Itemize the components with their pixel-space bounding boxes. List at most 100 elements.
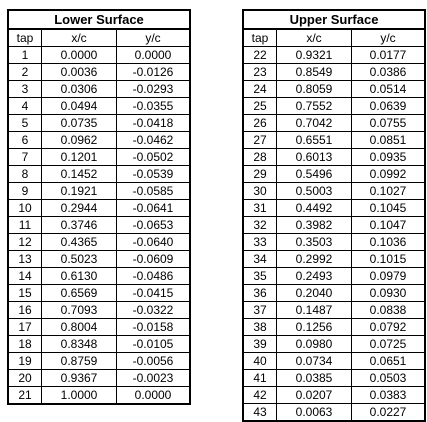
yc-cell: -0.0640 [116,233,191,251]
table-row: 41 0.0385 0.0503 [242,369,426,387]
tap-cell: 39 [242,335,277,353]
tap-cell: 21 [7,386,42,405]
tap-cell: 8 [7,165,42,183]
table-row: 19 0.8759 -0.0056 [7,352,191,370]
upper-header-row: tap x/c y/c [242,28,426,47]
xc-cell: 0.3982 [276,216,352,234]
table-row: 6 0.0962 -0.0462 [7,131,191,149]
yc-cell: 0.0725 [351,335,426,353]
table-row: 35 0.2493 0.0979 [242,267,426,285]
xc-cell: 0.4492 [276,199,352,217]
yc-cell: 0.0992 [351,165,426,183]
yc-cell: 0.0386 [351,63,426,81]
table-row: 21 1.0000 0.0000 [7,386,191,405]
table-row: 37 0.1487 0.0838 [242,301,426,319]
lower-surface-title: Lower Surface [7,9,191,30]
lower-header-row: tap x/c y/c [7,28,191,47]
table-row: 34 0.2992 0.1015 [242,250,426,268]
upper-header-yc: y/c [351,28,426,47]
xc-cell: 0.0385 [276,369,352,387]
tap-cell: 27 [242,131,277,149]
xc-cell: 0.7552 [276,97,352,115]
xc-cell: 0.8004 [41,318,117,336]
table-row: 18 0.8348 -0.0105 [7,335,191,353]
xc-cell: 0.2493 [276,267,352,285]
table-row: 13 0.5023 -0.0609 [7,250,191,268]
tap-cell: 1 [7,46,42,64]
yc-cell: -0.0418 [116,114,191,132]
yc-cell: 0.0651 [351,352,426,370]
yc-cell: -0.0023 [116,369,191,387]
table-row: 43 0.0063 0.0227 [242,403,426,422]
tap-cell: 40 [242,352,277,370]
yc-cell: 0.1036 [351,233,426,251]
xc-cell: 0.0036 [41,63,117,81]
tap-cell: 25 [242,97,277,115]
table-row: 15 0.6569 -0.0415 [7,284,191,302]
yc-cell: -0.0158 [116,318,191,336]
upper-header-tap: tap [242,28,277,47]
yc-cell: 0.1015 [351,250,426,268]
yc-cell: 0.0792 [351,318,426,336]
tap-cell: 33 [242,233,277,251]
upper-surface-title: Upper Surface [242,9,426,30]
upper-header-xc: x/c [276,28,352,47]
lower-header-yc: y/c [116,28,191,47]
table-row: 11 0.3746 -0.0653 [7,216,191,234]
xc-cell: 0.0735 [41,114,117,132]
tap-cell: 30 [242,182,277,200]
tap-cell: 20 [7,369,42,387]
xc-cell: 0.0734 [276,352,352,370]
table-row: 3 0.0306 -0.0293 [7,80,191,98]
xc-cell: 0.3503 [276,233,352,251]
tap-cell: 10 [7,199,42,217]
yc-cell: 0.0177 [351,46,426,64]
xc-cell: 0.1256 [276,318,352,336]
yc-cell: -0.0056 [116,352,191,370]
tap-cell: 37 [242,301,277,319]
table-row: 10 0.2944 -0.0641 [7,199,191,217]
xc-cell: 0.0306 [41,80,117,98]
xc-cell: 0.9367 [41,369,117,387]
yc-cell: -0.0462 [116,131,191,149]
yc-cell: 0.1027 [351,182,426,200]
yc-cell: -0.0609 [116,250,191,268]
yc-cell: 0.0838 [351,301,426,319]
table-row: 30 0.5003 0.1027 [242,182,426,200]
table-row: 36 0.2040 0.0930 [242,284,426,302]
table-row: 20 0.9367 -0.0023 [7,369,191,387]
table-row: 1 0.0000 0.0000 [7,46,191,64]
table-row: 42 0.0207 0.0383 [242,386,426,404]
xc-cell: 0.6013 [276,148,352,166]
xc-cell: 0.1487 [276,301,352,319]
tap-cell: 11 [7,216,42,234]
tap-cell: 5 [7,114,42,132]
xc-cell: 0.3746 [41,216,117,234]
tap-cell: 31 [242,199,277,217]
tap-cell: 7 [7,148,42,166]
yc-cell: -0.0486 [116,267,191,285]
xc-cell: 0.7093 [41,301,117,319]
xc-cell: 0.2992 [276,250,352,268]
xc-cell: 0.8348 [41,335,117,353]
yc-cell: 0.0514 [351,80,426,98]
xc-cell: 0.1201 [41,148,117,166]
table-row: 33 0.3503 0.1036 [242,233,426,251]
lower-surface-table: Lower Surface tap x/c y/c 1 0.0000 0.0000 2… [7,9,191,405]
xc-cell: 1.0000 [41,386,117,405]
xc-cell: 0.8759 [41,352,117,370]
yc-cell: 0.0503 [351,369,426,387]
table-row: 39 0.0980 0.0725 [242,335,426,353]
table-row: 38 0.1256 0.0792 [242,318,426,336]
yc-cell: -0.0126 [116,63,191,81]
table-row: 4 0.0494 -0.0355 [7,97,191,115]
tap-cell: 18 [7,335,42,353]
xc-cell: 0.0980 [276,335,352,353]
xc-cell: 0.7042 [276,114,352,132]
tap-cell: 2 [7,63,42,81]
yc-cell: -0.0539 [116,165,191,183]
yc-cell: 0.0851 [351,131,426,149]
table-row: 17 0.8004 -0.0158 [7,318,191,336]
tap-cell: 42 [242,386,277,404]
xc-cell: 0.2040 [276,284,352,302]
